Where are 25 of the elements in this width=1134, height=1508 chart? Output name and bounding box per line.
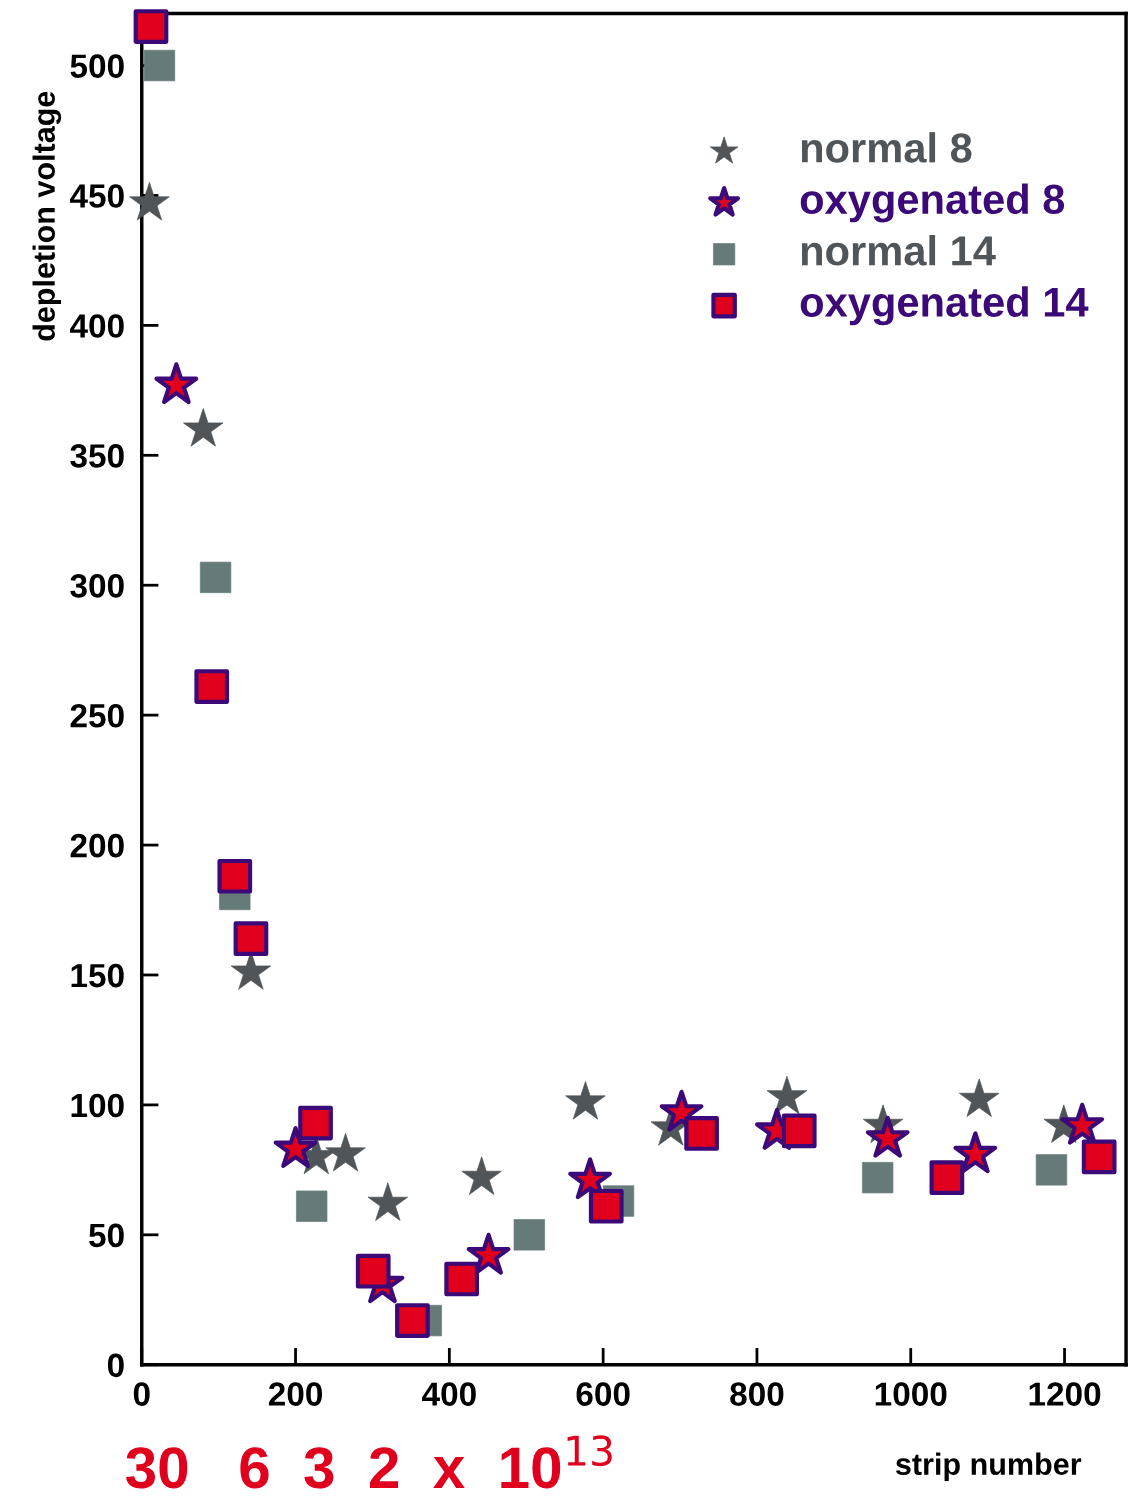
x-tick-label: 200 [268,1382,322,1406]
x-tick-label: 1200 [1029,1382,1101,1406]
y-tick-label: 400 [69,314,124,338]
legend-label: normal 14 [801,235,996,266]
x-tick-label: 800 [730,1382,784,1406]
y-tick-label: 500 [70,54,124,78]
x-tick-label: 0 [133,1382,150,1406]
y-tick-label: 100 [71,1093,124,1118]
y-tick-label: 0 [107,1353,124,1378]
y-axis-title: depletion voltage [32,91,62,341]
y-tick-label: 50 [89,1223,124,1248]
y-tick-label: 300 [70,574,124,598]
text: 30 6 3 2 x 10$^{13}$ [126,1435,612,1489]
y-tick-label: 250 [70,703,124,728]
x-axis-title: strip number [895,1452,1082,1482]
y-tick-label: 150 [71,963,124,988]
y-tick-label: 350 [70,444,124,468]
legend-label: oxygenated 8 [800,183,1065,223]
y-tick-label: 450 [69,184,124,208]
x-tick-label: 400 [422,1382,476,1406]
legend-label: oxygenated 14 [800,286,1089,326]
y-tick-label: 200 [70,833,124,858]
x-tick-label: 1000 [875,1382,947,1406]
x-tick-label: 600 [576,1382,630,1406]
legend-label: normal 8 [801,132,972,163]
